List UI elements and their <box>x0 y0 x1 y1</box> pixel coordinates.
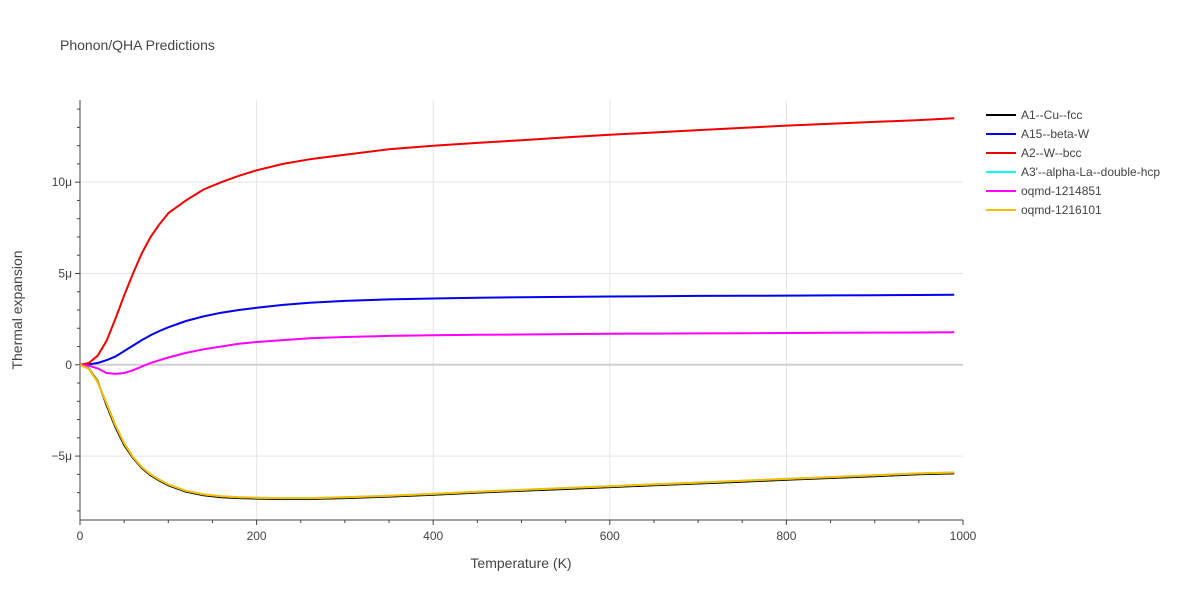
legend-label: A2--W--bcc <box>1021 146 1081 160</box>
legend-label: A1--Cu--fcc <box>1021 108 1082 122</box>
legend-item[interactable]: A1--Cu--fcc <box>986 108 1082 122</box>
y-tick-label: 10μ <box>52 175 72 189</box>
series-layer <box>79 117 955 500</box>
series-line-1 <box>79 293 955 366</box>
x-tick-label: 800 <box>776 529 796 543</box>
legend-label: oqmd-1216101 <box>1021 203 1102 217</box>
x-tick-label: 200 <box>247 529 267 543</box>
legend: A1--Cu--fcc A15--beta-W A2--W--bcc A3'--alp… <box>986 108 1160 217</box>
x-tick-label: 400 <box>423 529 443 543</box>
axes <box>75 100 964 525</box>
y-tick-label: −5μ <box>51 449 72 463</box>
legend-label: oqmd-1214851 <box>1021 184 1102 198</box>
series-line-2 <box>79 117 955 366</box>
legend-item[interactable]: oqmd-1214851 <box>986 184 1102 198</box>
x-tick-label: 600 <box>600 529 620 543</box>
series-line-5 <box>79 363 955 500</box>
legend-item[interactable]: A15--beta-W <box>986 127 1090 141</box>
legend-label: A3'--alpha-La--double-hcp <box>1021 165 1160 179</box>
series-line-0 <box>79 363 955 500</box>
x-axis-ticks: 0 200 400 600 800 1000 <box>77 529 977 543</box>
y-axis-title: Thermal expansion <box>9 250 25 369</box>
legend-item[interactable]: oqmd-1216101 <box>986 203 1102 217</box>
legend-label: A15--beta-W <box>1021 127 1090 141</box>
x-tick-label: 1000 <box>950 529 977 543</box>
y-axis-ticks: −5μ 0 5μ 10μ <box>51 175 72 463</box>
legend-item[interactable]: A2--W--bcc <box>986 146 1081 160</box>
grid-lines <box>80 100 963 520</box>
y-tick-label: 0 <box>65 358 72 372</box>
chart-title: Phonon/QHA Predictions <box>60 37 215 53</box>
series-line-4 <box>79 331 955 375</box>
legend-item[interactable]: A3'--alpha-La--double-hcp <box>986 165 1160 179</box>
x-tick-label: 0 <box>77 529 84 543</box>
y-tick-label: 5μ <box>58 266 72 280</box>
x-axis-title: Temperature (K) <box>470 555 571 571</box>
